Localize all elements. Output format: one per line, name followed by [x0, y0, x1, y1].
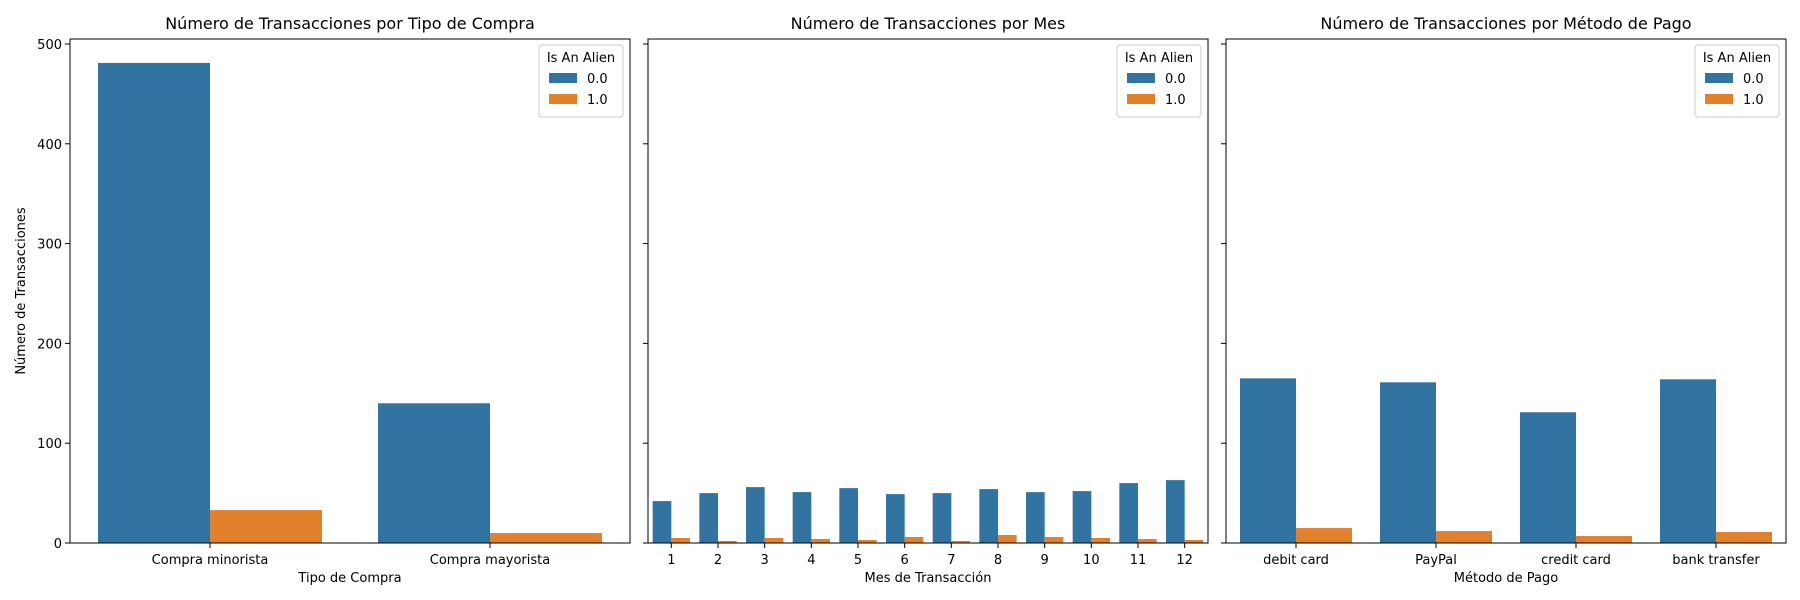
bar-0-0-1: [1240, 378, 1296, 543]
x-tick-label: credit card: [1541, 553, 1611, 568]
x-tick-label: bank transfer: [1672, 553, 1760, 568]
x-tick-label: 2: [714, 553, 722, 568]
y-tick-label: 500: [37, 38, 62, 53]
bar-1-0-8: [998, 535, 1017, 543]
x-tick-label: Compra mayorista: [430, 553, 550, 568]
legend-label-0-0: 0.0: [1743, 72, 1764, 87]
x-axis-label: Método de Pago: [1454, 571, 1558, 586]
bar-1-0-4: [811, 539, 830, 543]
bar-1-0-1: [210, 510, 322, 543]
bar-0-0-7: [932, 493, 952, 543]
bar-0-0-9: [1026, 492, 1045, 543]
y-tick-label: 200: [37, 337, 62, 352]
bar-1-0-1: [1296, 528, 1352, 543]
legend-swatch-0-0: [1705, 73, 1733, 83]
bar-0-0-2: [378, 403, 490, 543]
y-tick-label: 400: [37, 138, 62, 153]
bar-0-0-8: [979, 489, 998, 543]
x-tick-label: 12: [1176, 553, 1193, 568]
bar-0-0-4: [1660, 379, 1716, 543]
bar-1-0-7: [951, 541, 970, 543]
bar-1-0-2: [1436, 531, 1492, 543]
axes-frame: [69, 38, 631, 544]
legend-label-1-0: 1.0: [1743, 93, 1764, 108]
x-tick-label: 6: [901, 553, 909, 568]
bar-0-0-12: [1166, 480, 1185, 543]
bar-1-0-2: [718, 541, 737, 543]
legend-label-1-0: 1.0: [587, 93, 608, 108]
x-tick-label: debit card: [1263, 553, 1329, 568]
legend-swatch-1-0: [1127, 94, 1155, 104]
chart-title: Número de Transacciones por Tipo de Comp…: [165, 14, 535, 33]
axes-frame: [1225, 38, 1787, 544]
x-axis-label: Tipo de Compra: [297, 571, 401, 586]
legend-swatch-0-0: [1127, 73, 1155, 83]
bar-0-0-3: [746, 487, 765, 543]
x-tick-label: Compra minorista: [152, 553, 269, 568]
bar-1-0-12: [1184, 540, 1204, 543]
axes-frame: [647, 38, 1209, 544]
bar-0-0-1: [98, 62, 210, 543]
bar-0-0-2: [699, 493, 718, 543]
legend-title: Is An Alien: [1703, 51, 1771, 66]
legend-title: Is An Alien: [547, 51, 615, 66]
bar-1-0-11: [1138, 539, 1157, 543]
y-tick-label: 0: [54, 537, 62, 552]
x-tick-label: 11: [1130, 553, 1147, 568]
x-tick-label: 1: [667, 553, 675, 568]
x-tick-label: 5: [854, 553, 862, 568]
bar-0-0-5: [839, 488, 858, 543]
y-tick-label: 100: [37, 437, 62, 452]
bar-1-0-4: [1716, 532, 1772, 543]
chart-title: Número de Transacciones por Mes: [791, 14, 1066, 33]
legend-label-0-0: 0.0: [1165, 72, 1186, 87]
bar-1-0-2: [490, 533, 602, 543]
bar-0-0-6: [886, 494, 905, 543]
bar-0-0-2: [1380, 382, 1436, 543]
legend-swatch-0-0: [549, 73, 577, 83]
y-axis-label: Número de Transacciones: [14, 207, 29, 375]
x-axis-label: Mes de Transacción: [865, 571, 992, 586]
bar-1-0-1: [671, 538, 690, 543]
bar-1-0-10: [1091, 538, 1110, 543]
bar-1-0-5: [858, 540, 877, 543]
legend-swatch-1-0: [1705, 94, 1733, 104]
x-tick-label: 8: [994, 553, 1002, 568]
x-tick-label: 10: [1083, 553, 1100, 568]
bar-1-0-6: [904, 537, 924, 543]
x-tick-label: 7: [947, 553, 955, 568]
bar-1-0-3: [1576, 536, 1632, 543]
chart-title: Número de Transacciones por Método de Pa…: [1320, 14, 1691, 33]
legend-swatch-1-0: [549, 94, 577, 104]
legend-label-1-0: 1.0: [1165, 93, 1186, 108]
x-tick-label: PayPal: [1415, 553, 1457, 568]
x-tick-label: 3: [761, 553, 769, 568]
bar-0-0-10: [1072, 491, 1092, 543]
bar-0-0-4: [792, 492, 812, 543]
bar-1-0-3: [764, 538, 784, 543]
x-tick-label: 9: [1041, 553, 1049, 568]
legend-title: Is An Alien: [1125, 51, 1193, 66]
bar-0-0-11: [1119, 483, 1138, 543]
bar-1-0-9: [1044, 537, 1064, 543]
bar-0-0-1: [652, 501, 672, 543]
bar-0-0-3: [1520, 412, 1576, 543]
legend-label-0-0: 0.0: [587, 72, 608, 87]
x-tick-label: 4: [807, 553, 815, 568]
y-tick-label: 300: [37, 238, 62, 253]
